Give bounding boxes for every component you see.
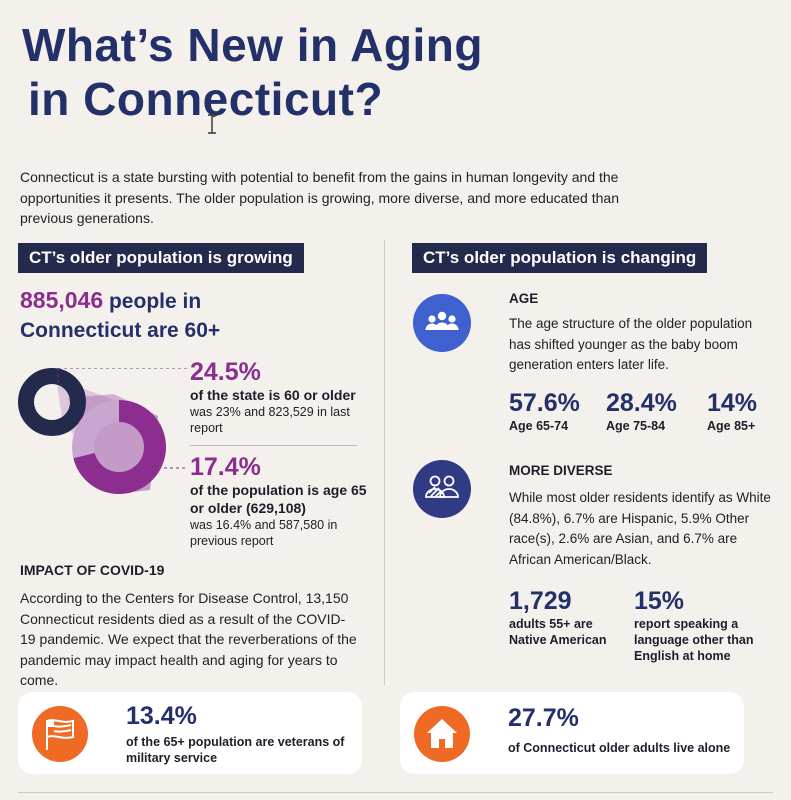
stat-65-plus-note: was 16.4% and 587,580 in previous report bbox=[190, 518, 338, 548]
veterans-pct: 13.4% bbox=[126, 702, 197, 730]
diverse-heading: MORE DIVERSE bbox=[509, 463, 613, 478]
population-count-number: 885,046 bbox=[20, 287, 104, 313]
house-icon bbox=[414, 706, 470, 762]
population-count: 885,046 people in Connecticut are 60+ bbox=[20, 286, 360, 345]
people-group-icon bbox=[413, 294, 471, 352]
stat-65-plus-pct: 17.4% bbox=[190, 453, 261, 481]
column-divider bbox=[384, 240, 385, 685]
small-donut-arc bbox=[18, 368, 86, 436]
bottom-divider bbox=[18, 792, 773, 793]
stat-60-plus: 24.5% of the state is 60 or older was 23… bbox=[190, 358, 380, 436]
age-stat-85-plus: 14% Age 85+ bbox=[707, 388, 757, 434]
native-american-stat: 1,729 adults 55+ are Native American bbox=[509, 586, 619, 648]
population-count-text-b: Connecticut are 60+ bbox=[20, 319, 221, 342]
stat-60-plus-desc: of the state is 60 or older bbox=[190, 387, 356, 403]
diverse-paragraph: While most older residents identify as W… bbox=[509, 490, 771, 567]
page-title-line2: in Connecticut? bbox=[28, 73, 384, 125]
other-language-stat: 15% report speaking a language other tha… bbox=[634, 586, 774, 664]
age-stat-65-74-pct: 57.6% bbox=[509, 389, 580, 417]
section-heading-growing: CT’s older population is growing bbox=[18, 243, 304, 273]
stat-divider bbox=[190, 445, 357, 446]
age-stat-65-74-label: Age 65-74 bbox=[509, 419, 569, 433]
donut-diagram bbox=[18, 368, 188, 494]
stat-65-plus: 17.4% of the population is age 65 or old… bbox=[190, 453, 380, 549]
section-heading-changing: CT’s older population is changing bbox=[412, 243, 708, 273]
veterans-desc: of the 65+ population are veterans of mi… bbox=[126, 735, 345, 765]
page-title-line1: What’s New in Aging bbox=[22, 19, 483, 71]
large-donut-arc bbox=[72, 400, 166, 494]
page-title: What’s New in Aging in Connecticut? bbox=[22, 18, 483, 126]
other-language-stat-pct: 15% bbox=[634, 587, 685, 615]
age-heading: AGE bbox=[509, 291, 539, 306]
age-stat-85-plus-label: Age 85+ bbox=[707, 419, 756, 433]
live-alone-card: 27.7% of Connecticut older adults live a… bbox=[400, 692, 744, 774]
age-paragraph: The age structure of the older populatio… bbox=[509, 316, 753, 372]
text-cursor-icon bbox=[208, 114, 218, 134]
other-language-stat-label: report speaking a language other than En… bbox=[634, 617, 754, 663]
stat-65-plus-desc: of the population is age 65 or older (62… bbox=[190, 482, 367, 516]
live-alone-desc: of Connecticut older adults live alone bbox=[508, 741, 731, 755]
stat-60-plus-pct: 24.5% bbox=[190, 358, 261, 386]
population-count-text-a: people in bbox=[108, 290, 202, 313]
flag-icon bbox=[32, 706, 88, 762]
age-stat-85-plus-pct: 14% bbox=[707, 389, 758, 417]
live-alone-pct: 27.7% bbox=[508, 704, 579, 732]
intro-paragraph: Connecticut is a state bursting with pot… bbox=[20, 169, 619, 226]
diverse-people-icon bbox=[413, 460, 471, 518]
native-american-stat-label: adults 55+ are Native American bbox=[509, 617, 607, 647]
age-stat-75-84: 28.4% Age 75-84 bbox=[606, 388, 677, 434]
covid-paragraph: According to the Centers for Disease Con… bbox=[20, 590, 357, 688]
native-american-stat-number: 1,729 bbox=[509, 587, 572, 615]
veterans-card: 13.4% of the 65+ population are veterans… bbox=[18, 692, 362, 774]
age-stat-75-84-pct: 28.4% bbox=[606, 389, 677, 417]
age-stat-65-74: 57.6% Age 65-74 bbox=[509, 388, 580, 434]
stat-60-plus-note: was 23% and 823,529 in last report bbox=[190, 405, 350, 435]
age-stat-75-84-label: Age 75-84 bbox=[606, 419, 666, 433]
covid-heading: IMPACT OF COVID-19 bbox=[20, 562, 165, 578]
